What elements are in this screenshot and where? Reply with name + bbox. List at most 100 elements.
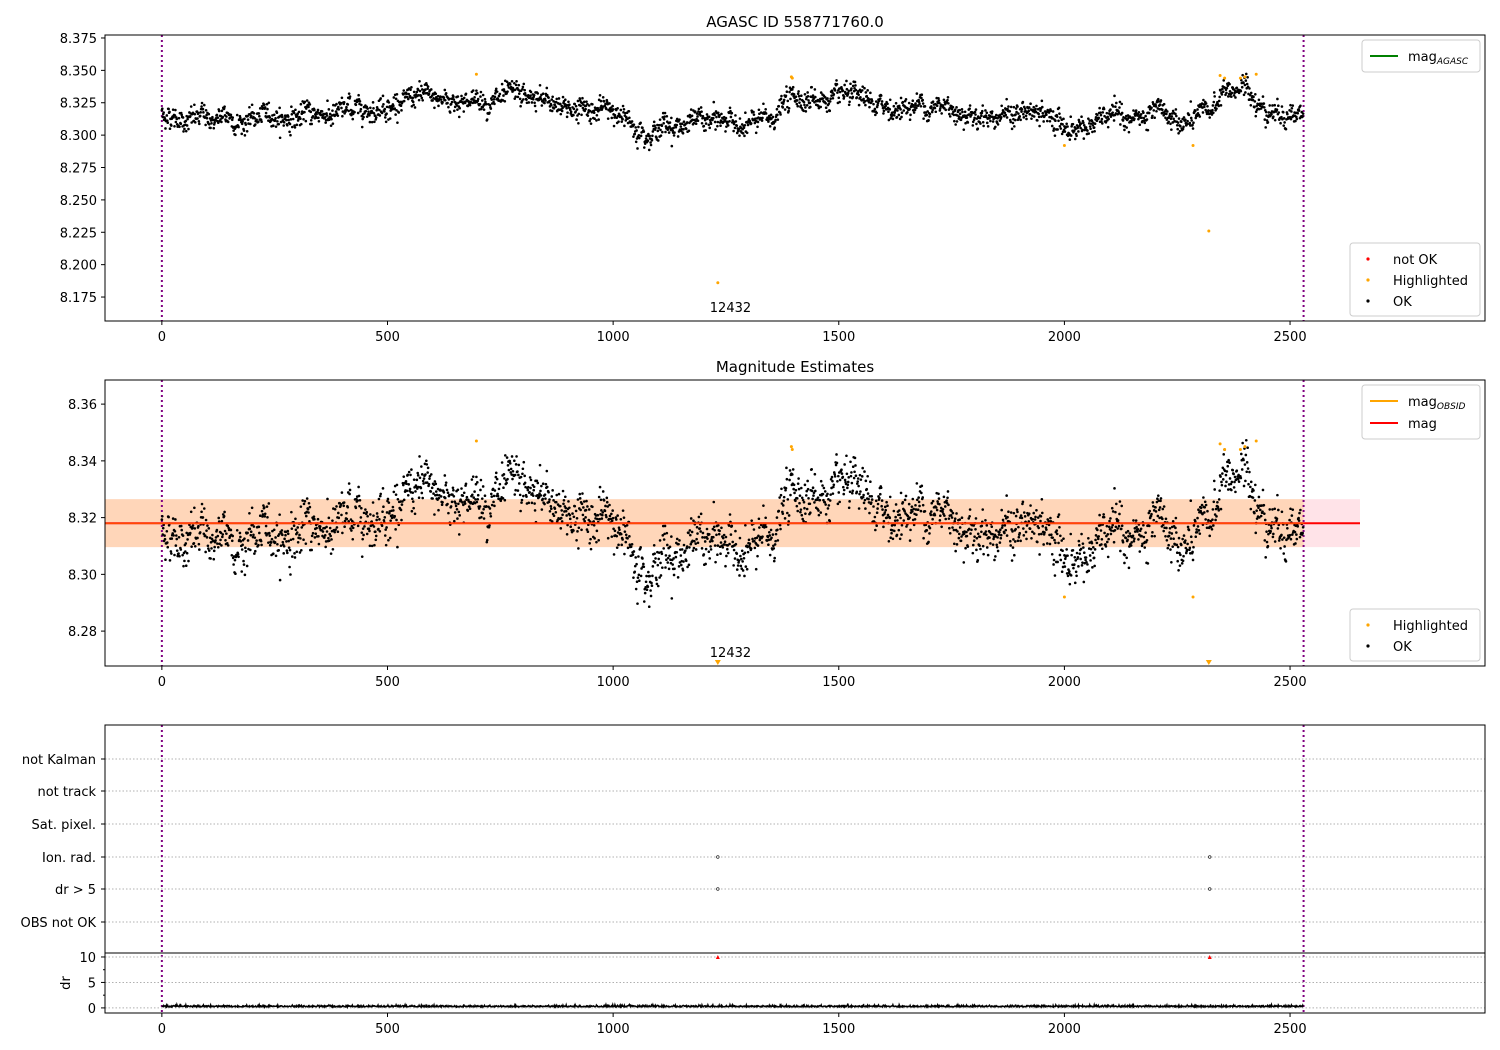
ok-point (1130, 119, 1133, 122)
ok-point (899, 516, 902, 520)
ok-point (479, 488, 482, 492)
ok-point (1075, 134, 1078, 138)
ok-point (910, 505, 914, 508)
ok-point (1148, 104, 1152, 108)
ok-point (712, 500, 716, 504)
ok-point (652, 120, 656, 124)
ok-point (676, 576, 680, 579)
ok-point (471, 493, 474, 497)
ok-point (722, 533, 726, 537)
ok-point (948, 115, 952, 118)
ok-point (411, 100, 415, 104)
ok-point (223, 510, 226, 514)
ok-point (402, 89, 406, 92)
ok-point (840, 468, 843, 472)
ok-point (1228, 90, 1232, 93)
ok-point (476, 493, 480, 497)
ok-point (681, 569, 685, 572)
ok-point (1170, 560, 1173, 564)
ok-point (958, 112, 962, 116)
ok-point (974, 108, 978, 111)
ok-point (988, 117, 991, 120)
ok-point (515, 455, 518, 458)
ok-point (275, 111, 279, 114)
ok-point (803, 506, 806, 510)
ok-point (635, 129, 638, 132)
ok-point (999, 533, 1003, 537)
ok-point (550, 495, 554, 498)
ok-point (1200, 503, 1204, 507)
ok-point (1062, 561, 1066, 565)
ok-point (821, 484, 824, 487)
x-tick-label: 1000 (597, 330, 630, 345)
ok-point (1071, 549, 1075, 552)
ok-point (610, 535, 614, 538)
ok-point (589, 122, 593, 125)
ok-point (567, 500, 570, 503)
ok-point (777, 509, 781, 513)
ok-point (381, 94, 385, 98)
ok-point (734, 529, 737, 533)
ok-point (220, 109, 224, 113)
ok-point (921, 98, 925, 102)
ok-point (359, 107, 363, 111)
ok-point (744, 111, 747, 115)
ok-point (724, 130, 727, 133)
ok-point (732, 564, 735, 567)
ok-point (1162, 529, 1165, 533)
ok-point (1204, 518, 1207, 521)
ok-point (212, 549, 216, 553)
ok-point (361, 527, 365, 530)
ok-point (201, 107, 205, 111)
ok-point (244, 546, 247, 550)
ok-point (1208, 534, 1212, 538)
ok-point (968, 104, 972, 107)
ok-point (297, 110, 301, 114)
ok-point (1174, 112, 1177, 116)
ok-point (218, 542, 221, 546)
ok-point (709, 545, 712, 548)
ok-point (972, 524, 976, 527)
ok-point (848, 100, 851, 104)
ok-point (642, 600, 646, 603)
ok-point (378, 494, 382, 498)
ok-point (950, 509, 953, 513)
ok-point (397, 111, 401, 114)
ok-point (999, 528, 1002, 532)
ok-point (581, 106, 585, 110)
ok-point (772, 547, 776, 550)
ok-point (1218, 489, 1221, 492)
ok-point (821, 492, 825, 496)
ok-point (769, 113, 773, 117)
ok-point (1111, 510, 1115, 513)
ok-point (478, 102, 482, 106)
ok-point (707, 550, 711, 553)
ok-point (741, 569, 745, 572)
ok-point (193, 121, 197, 124)
ok-point (800, 94, 803, 98)
ok-point (444, 483, 448, 487)
ok-point (764, 516, 767, 520)
ok-point (1294, 119, 1297, 123)
ok-point (803, 103, 806, 107)
ok-point (704, 562, 707, 566)
ok-point (853, 456, 857, 460)
ok-point (901, 500, 905, 504)
ok-point (364, 109, 368, 113)
ok-point (1062, 117, 1065, 121)
ok-point (1191, 123, 1194, 127)
ok-point (881, 508, 884, 511)
ok-point (334, 110, 338, 113)
ok-point (600, 517, 604, 520)
ok-point (939, 506, 943, 510)
highlighted-point (474, 72, 478, 76)
ok-point (292, 524, 296, 527)
ok-point (935, 104, 939, 108)
ok-point (971, 551, 975, 555)
ok-point (1265, 119, 1269, 122)
ok-point (290, 125, 294, 129)
ok-point (523, 88, 526, 92)
ok-point (425, 459, 428, 463)
ok-point (748, 119, 752, 123)
ok-point (554, 500, 558, 504)
